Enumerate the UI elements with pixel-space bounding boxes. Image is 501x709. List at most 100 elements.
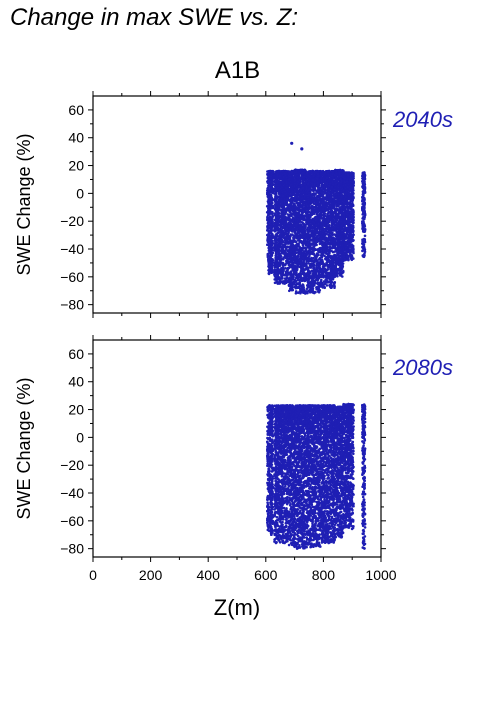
scatter-point bbox=[287, 283, 291, 286]
scatter-point bbox=[312, 276, 316, 280]
scenario-label: A1B bbox=[214, 57, 261, 84]
scatter-point bbox=[313, 236, 316, 239]
scatter-point bbox=[298, 281, 302, 284]
scatter-point bbox=[321, 208, 325, 211]
scatter-point bbox=[315, 211, 318, 214]
scatter-point bbox=[330, 235, 333, 239]
scatter-point bbox=[294, 280, 298, 283]
scatter-point bbox=[278, 230, 282, 234]
scatter-point bbox=[305, 202, 308, 206]
scatter-point bbox=[279, 181, 283, 184]
scatter-point bbox=[298, 199, 302, 202]
scatter-point bbox=[311, 226, 315, 230]
scatter-point bbox=[323, 214, 327, 218]
scatter-point bbox=[273, 268, 277, 272]
scatter-point bbox=[313, 229, 317, 232]
scatter-point bbox=[270, 204, 274, 207]
scatter-point bbox=[269, 245, 273, 249]
scatter-point bbox=[296, 182, 299, 186]
scatter-point bbox=[290, 187, 293, 190]
scatter-point bbox=[300, 240, 304, 243]
scatter-point bbox=[267, 246, 271, 250]
scatter-point bbox=[291, 288, 295, 292]
scatter-point bbox=[280, 271, 283, 275]
scatter-point bbox=[289, 285, 293, 289]
scatter-points bbox=[265, 141, 367, 295]
scatter-point bbox=[310, 230, 313, 233]
scatter-point bbox=[307, 271, 311, 274]
scatter-point bbox=[306, 196, 310, 199]
scatter-point bbox=[284, 241, 287, 245]
scatter-point bbox=[268, 271, 271, 275]
scatter-point bbox=[274, 275, 278, 279]
scatter-point bbox=[314, 223, 318, 227]
scatter-point bbox=[293, 178, 297, 182]
scatter-point bbox=[283, 207, 286, 211]
scatter-point bbox=[298, 220, 302, 223]
scatter-point bbox=[278, 227, 282, 230]
scatter-point bbox=[324, 275, 327, 279]
scatter-point bbox=[319, 205, 322, 208]
scatter-point bbox=[277, 192, 281, 195]
scatter-point bbox=[288, 193, 292, 196]
scatter-point bbox=[284, 256, 288, 260]
scatter-point bbox=[301, 186, 305, 190]
scatter-point bbox=[327, 264, 331, 267]
scatter-point bbox=[313, 243, 317, 247]
scatter-point bbox=[270, 218, 274, 221]
scatter-point bbox=[314, 290, 317, 294]
scatter-point bbox=[307, 257, 311, 260]
scatter-point bbox=[307, 262, 310, 265]
scatter-point bbox=[270, 189, 274, 193]
scatter-point bbox=[279, 194, 283, 197]
scatter-point bbox=[276, 186, 280, 190]
scatter-point bbox=[276, 173, 280, 177]
scatter-point bbox=[278, 199, 281, 203]
scatter-point bbox=[273, 225, 277, 229]
scatter-point bbox=[278, 255, 282, 258]
scatter-point bbox=[301, 216, 305, 220]
scatter-point bbox=[293, 182, 297, 185]
scatter-point bbox=[286, 208, 289, 212]
scatter-point bbox=[269, 220, 273, 224]
scatter-point bbox=[323, 192, 326, 195]
scatter-point bbox=[311, 233, 315, 236]
scatter-point bbox=[295, 171, 298, 174]
scatter-point bbox=[273, 235, 277, 238]
scatter-point bbox=[268, 199, 272, 202]
scatter-point bbox=[308, 273, 311, 277]
scatter-point bbox=[305, 215, 309, 219]
scatter-point bbox=[295, 266, 299, 270]
scatter-point bbox=[311, 199, 315, 202]
scatter-point bbox=[305, 244, 309, 247]
scatter-point bbox=[282, 250, 286, 253]
scatter-point bbox=[305, 199, 308, 202]
scatter-point bbox=[307, 230, 310, 234]
scatter-point bbox=[305, 250, 309, 253]
scatter-point bbox=[267, 209, 270, 212]
scatter-point bbox=[287, 178, 291, 181]
scatter-point bbox=[283, 190, 287, 193]
scatter-point bbox=[283, 273, 287, 277]
scatter-point bbox=[297, 236, 301, 239]
scatter-point bbox=[280, 214, 284, 217]
scatter-point bbox=[274, 193, 278, 196]
scatter-point bbox=[288, 236, 292, 240]
scatter-point bbox=[299, 169, 302, 172]
scatter-point bbox=[304, 230, 307, 234]
scatter-point bbox=[323, 189, 327, 193]
scatter-point bbox=[295, 187, 299, 190]
scatter-point bbox=[298, 248, 301, 251]
scatter-point bbox=[289, 270, 293, 274]
scatter-point bbox=[320, 272, 324, 275]
scatter-point bbox=[312, 270, 316, 273]
scatter-point bbox=[275, 197, 279, 200]
scatter-point bbox=[311, 238, 315, 241]
scatter-point bbox=[271, 259, 274, 263]
scatter-point bbox=[300, 197, 304, 200]
scatter-point bbox=[308, 243, 312, 247]
scatter-point bbox=[284, 186, 288, 190]
scatter-point bbox=[307, 210, 311, 214]
